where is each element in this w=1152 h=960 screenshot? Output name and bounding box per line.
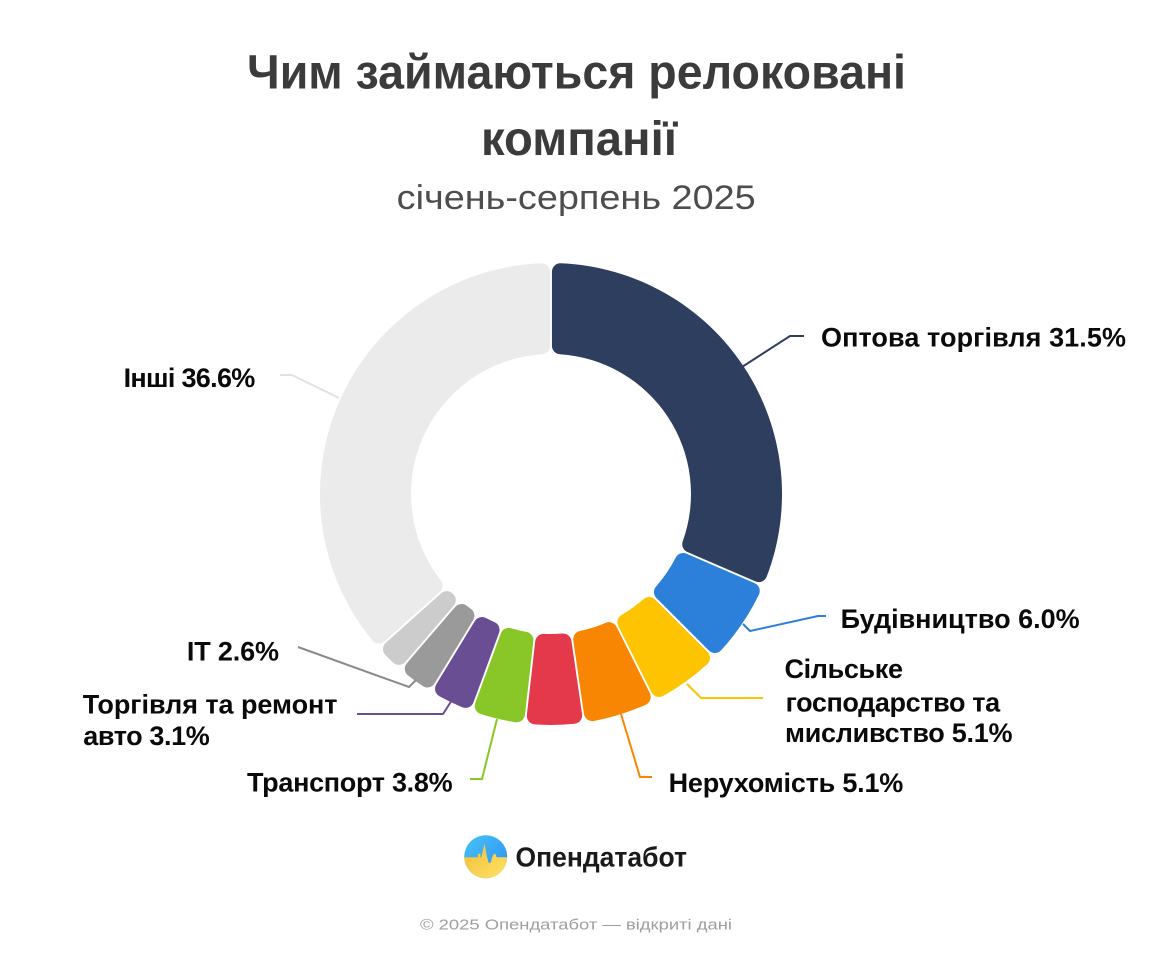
svg-text:Опендатабот: Опендатабот bbox=[516, 841, 688, 872]
svg-text:IT 2.6%: IT 2.6% bbox=[187, 636, 279, 666]
svg-text:Торгівля та ремонт: Торгівля та ремонт bbox=[83, 689, 338, 719]
svg-text:Нерухомість 5.1%: Нерухомість 5.1% bbox=[669, 768, 904, 798]
svg-text:Сільське: Сільське bbox=[785, 654, 904, 684]
svg-text:Чим займаються релоковані: Чим займаються релоковані bbox=[247, 46, 906, 100]
svg-text:авто 3.1%: авто 3.1% bbox=[83, 721, 210, 751]
svg-text:мисливство 5.1%: мисливство 5.1% bbox=[785, 718, 1013, 748]
svg-text:© 2025 Опендатабот — відкриті: © 2025 Опендатабот — відкриті дані bbox=[420, 917, 732, 934]
svg-text:Будівництво 6.0%: Будівництво 6.0% bbox=[841, 604, 1080, 634]
svg-text:компанії: компанії bbox=[481, 112, 678, 166]
svg-text:Інші 36.6%: Інші 36.6% bbox=[124, 363, 256, 393]
svg-text:господарство та: господарство та bbox=[786, 687, 1001, 717]
svg-text:Оптова торгівля 31.5%: Оптова торгівля 31.5% bbox=[821, 323, 1126, 353]
svg-text:Транспорт 3.8%: Транспорт 3.8% bbox=[247, 768, 453, 798]
svg-text:січень-серпень 2025: січень-серпень 2025 bbox=[397, 179, 756, 217]
